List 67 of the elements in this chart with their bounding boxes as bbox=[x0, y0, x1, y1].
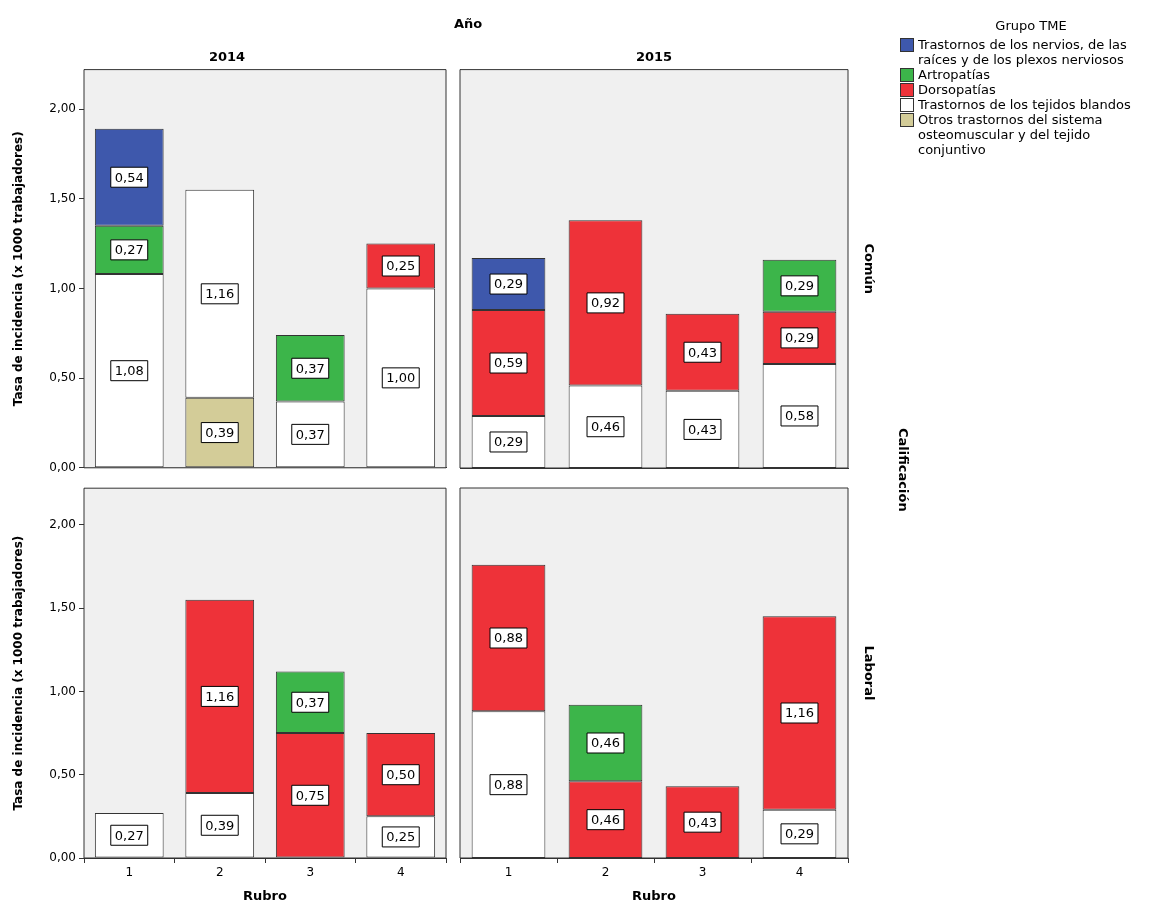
legend-label: Dorsopatías bbox=[918, 82, 996, 97]
data-label: 0,50 bbox=[386, 767, 416, 783]
data-label: 0,54 bbox=[114, 169, 144, 185]
data-label: 1,16 bbox=[205, 688, 235, 704]
data-label: 1,00 bbox=[386, 370, 416, 386]
data-label: 0,43 bbox=[688, 814, 717, 830]
x-tick-label: 1 bbox=[125, 865, 134, 880]
data-label: 0,27 bbox=[114, 827, 144, 843]
data-label: 0,37 bbox=[295, 360, 325, 376]
data-label: 0,29 bbox=[785, 826, 814, 842]
data-label: 0,92 bbox=[591, 295, 620, 311]
data-label: 0,25 bbox=[386, 258, 416, 274]
data-label: 0,29 bbox=[494, 434, 523, 450]
data-label: 0,39 bbox=[205, 424, 235, 440]
data-label: 0,37 bbox=[295, 694, 325, 710]
data-label: 0,59 bbox=[494, 355, 523, 371]
chart-title: 2014 bbox=[208, 49, 246, 65]
y-tick-label: 1,50 bbox=[49, 600, 76, 615]
data-label: 0,88 bbox=[494, 777, 523, 793]
y-tick-label: 0,50 bbox=[49, 766, 76, 781]
data-label: 1,16 bbox=[785, 705, 814, 721]
legend-label: Otros trastornos del sistema osteomuscular y del tejido conjuntivo bbox=[918, 112, 1104, 157]
y-tick-label: 1,00 bbox=[49, 683, 76, 698]
y2-axis-title: Laboral bbox=[861, 645, 877, 701]
data-label: 0,37 bbox=[295, 426, 325, 442]
data-label: 0,29 bbox=[785, 330, 814, 346]
x-tick-label: 4 bbox=[795, 865, 804, 880]
data-label: 0,46 bbox=[591, 735, 620, 751]
x-tick-label: 1 bbox=[504, 865, 513, 880]
y-tick-label: 1,00 bbox=[49, 280, 76, 295]
x-tick-label: 4 bbox=[396, 865, 405, 880]
y-axis-title: Tasa de incidencia (x 1000 trabajadores) bbox=[11, 535, 26, 811]
data-label: 1,08 bbox=[114, 363, 144, 379]
y-axis-title: Tasa de incidencia (x 1000 trabajadores) bbox=[11, 131, 26, 407]
y-tick-label: 0,00 bbox=[49, 459, 76, 474]
x-tick-label: 3 bbox=[698, 865, 707, 880]
data-label: 0,29 bbox=[494, 276, 523, 292]
text: Calificación bbox=[896, 428, 911, 512]
data-label: 0,88 bbox=[494, 630, 523, 646]
legend-label: Trastornos de los nervios, de las raíces y de los plexos nerviosos bbox=[918, 37, 1128, 67]
y-tick-label: 1,50 bbox=[49, 190, 76, 205]
data-label: 0,75 bbox=[295, 787, 325, 803]
chart-title: 2015 bbox=[635, 49, 673, 65]
data-label: 0,58 bbox=[785, 408, 814, 424]
legend-title: Grupo TME bbox=[994, 18, 1068, 33]
x-axis-title: Rubro bbox=[632, 887, 677, 903]
data-label: 0,25 bbox=[386, 829, 416, 845]
data-label: 0,29 bbox=[785, 278, 814, 294]
data-label: 0,39 bbox=[205, 817, 235, 833]
text: Trastornos de los tejidos blandos bbox=[918, 97, 1131, 112]
y-tick-label: 2,00 bbox=[49, 101, 76, 116]
text: Año bbox=[452, 16, 484, 31]
data-label: 0,27 bbox=[114, 242, 144, 258]
x-tick-label: 3 bbox=[306, 865, 315, 880]
y-tick-label: 2,00 bbox=[49, 516, 76, 531]
x-tick-label: 2 bbox=[215, 865, 224, 880]
data-label: 0,46 bbox=[591, 812, 620, 828]
legend-label: Artropatías bbox=[918, 67, 991, 82]
data-label: 1,16 bbox=[205, 286, 235, 302]
data-label: 0,43 bbox=[688, 421, 717, 437]
y2-axis-title: Común bbox=[861, 243, 877, 295]
data-label: 0,43 bbox=[688, 344, 717, 360]
x-axis-title: Rubro bbox=[243, 887, 288, 903]
y-tick-label: 0,50 bbox=[49, 370, 76, 385]
x-tick-label: 2 bbox=[601, 865, 610, 880]
y-tick-label: 0,00 bbox=[49, 850, 76, 865]
data-label: 0,46 bbox=[591, 419, 620, 435]
